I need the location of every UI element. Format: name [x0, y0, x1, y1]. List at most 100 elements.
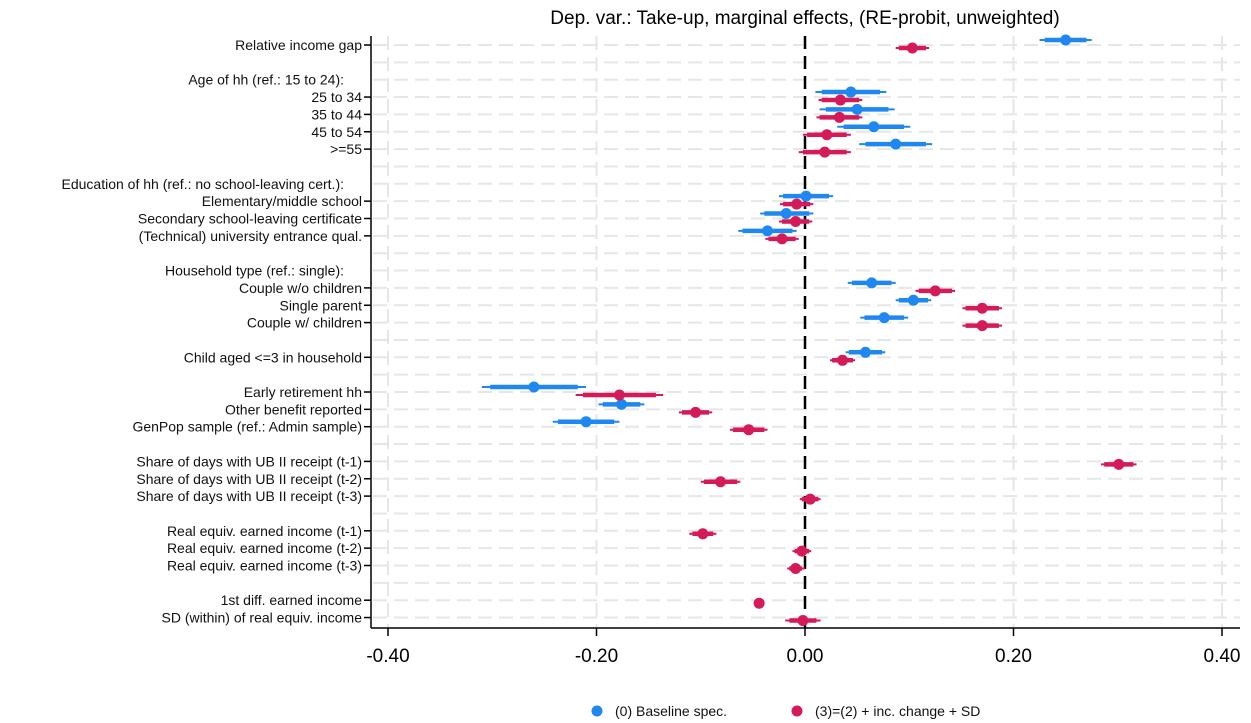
legend-marker-baseline — [591, 705, 603, 717]
extended-point — [833, 111, 845, 123]
extended-point-group — [779, 198, 814, 210]
extended-point-group — [802, 129, 851, 141]
y-axis-label: Early retirement hh — [244, 384, 362, 400]
baseline-point — [890, 138, 902, 150]
extended-point — [697, 528, 709, 540]
y-axis-label: Share of days with UB II receipt (t-3) — [136, 488, 362, 504]
extended-point — [743, 424, 755, 436]
y-axis-label: 1st diff. earned income — [221, 592, 363, 608]
baseline-point — [866, 277, 878, 289]
extended-point-group — [678, 406, 713, 418]
baseline-point-group — [819, 103, 895, 115]
y-axis-label: Relative income gap — [235, 37, 362, 53]
baseline-point-group — [598, 398, 645, 410]
y-axis-label: GenPop sample (ref.: Admin sample) — [132, 419, 362, 435]
extended-point-group — [700, 476, 741, 488]
baseline-point-group — [760, 208, 814, 219]
extended-point-group — [765, 233, 799, 245]
baseline-point-group — [815, 86, 887, 98]
baseline-point — [1060, 34, 1072, 46]
legend-label-extended: (3)=(2) + inc. change + SD — [815, 703, 980, 719]
legend-label-baseline: (0) Baseline spec. — [615, 703, 727, 719]
y-axis-label: Share of days with UB II receipt (t-2) — [136, 471, 362, 487]
y-axis-label: 35 to 44 — [311, 106, 362, 122]
extended-point-group — [689, 528, 717, 540]
baseline-point-group — [481, 381, 587, 393]
extended-point — [790, 563, 802, 574]
x-axis-tick-label: 0.40 — [1204, 646, 1241, 667]
baseline-point — [878, 312, 890, 324]
y-axis-label: Child aged <=3 in household — [184, 349, 362, 365]
baseline-point-group — [837, 121, 911, 133]
grid — [373, 36, 1240, 628]
y-axis-group-header: Education of hh (ref.: no school-leaving… — [62, 176, 344, 192]
extended-point — [715, 476, 727, 488]
y-axis-label: Secondary school-leaving certificate — [138, 211, 362, 227]
baseline-point — [868, 121, 880, 133]
extended-point-group — [792, 545, 812, 557]
extended-point-group — [787, 563, 805, 574]
baseline-point — [580, 416, 592, 428]
baseline-point-group — [738, 225, 797, 237]
extended-point-group — [895, 42, 930, 54]
extended-point-group — [778, 216, 813, 227]
extended-point-group — [962, 302, 1003, 314]
extended-point — [819, 146, 831, 158]
extended-point — [790, 216, 802, 227]
legend: (0) Baseline spec. (3)=(2) + inc. change … — [591, 703, 980, 719]
y-axis-label: 25 to 34 — [311, 89, 362, 105]
extended-point — [976, 302, 988, 314]
baseline-point — [761, 225, 773, 237]
baseline-point-group — [845, 346, 886, 358]
extended-point — [834, 94, 846, 106]
extended-point-group — [785, 615, 821, 627]
y-axis-label: Couple w/o children — [239, 280, 362, 296]
extended-point-group — [830, 354, 856, 366]
baseline-point-group — [859, 138, 933, 150]
extended-point — [1113, 458, 1125, 470]
y-axis-label: Other benefit reported — [225, 401, 362, 417]
chart-title: Dep. var.: Take-up, marginal effects, (R… — [550, 8, 1059, 29]
baseline-point-group — [1039, 34, 1092, 46]
extended-point — [837, 354, 849, 366]
y-axis-group-header: Age of hh (ref.: 15 to 24): — [188, 72, 344, 88]
x-axis-tick-label: 0.00 — [787, 646, 824, 667]
y-axis-label: >=55 — [330, 141, 362, 157]
y-axis-label: Single parent — [279, 297, 362, 313]
y-axis-label: Real equiv. earned income (t-3) — [167, 558, 362, 574]
x-axis-tick-label: 0.20 — [995, 646, 1032, 667]
y-axis-label: (Technical) university entrance qual. — [139, 228, 362, 244]
y-axis-label: 45 to 54 — [311, 124, 362, 140]
baseline-point — [859, 346, 871, 358]
baseline-point-group — [895, 294, 932, 306]
y-axis-label: Real equiv. earned income (t-1) — [167, 523, 362, 539]
extended-point — [929, 285, 941, 297]
extended-point-group — [915, 285, 956, 297]
extended-point — [906, 42, 918, 54]
baseline-point — [616, 398, 628, 410]
baseline-point — [845, 86, 857, 98]
y-axis-label: Real equiv. earned income (t-2) — [167, 540, 362, 556]
y-axis-label: Elementary/middle school — [202, 193, 362, 209]
extended-point — [613, 389, 625, 401]
extended-point — [776, 233, 788, 245]
extended-point — [797, 615, 809, 627]
extended-point — [753, 597, 765, 609]
baseline-point — [851, 103, 863, 115]
baseline-point-group — [552, 416, 620, 428]
baseline-point — [907, 294, 919, 306]
data-marks — [481, 34, 1137, 627]
baseline-point — [800, 190, 812, 202]
extended-point-group — [575, 389, 664, 401]
baseline-point — [780, 208, 792, 219]
extended-point-group — [816, 111, 863, 123]
y-axis-labels: Relative income gap Age of hh (ref.: 15 t… — [62, 37, 371, 626]
extended-point — [976, 320, 988, 332]
extended-point — [804, 493, 816, 505]
y-axis-label: SD (within) of real equiv. income — [162, 610, 363, 626]
extended-point — [821, 129, 833, 141]
extended-point-group — [962, 320, 1003, 332]
baseline-point-group — [847, 277, 896, 289]
y-axis-group-header: Household type (ref.: single): — [165, 263, 344, 279]
